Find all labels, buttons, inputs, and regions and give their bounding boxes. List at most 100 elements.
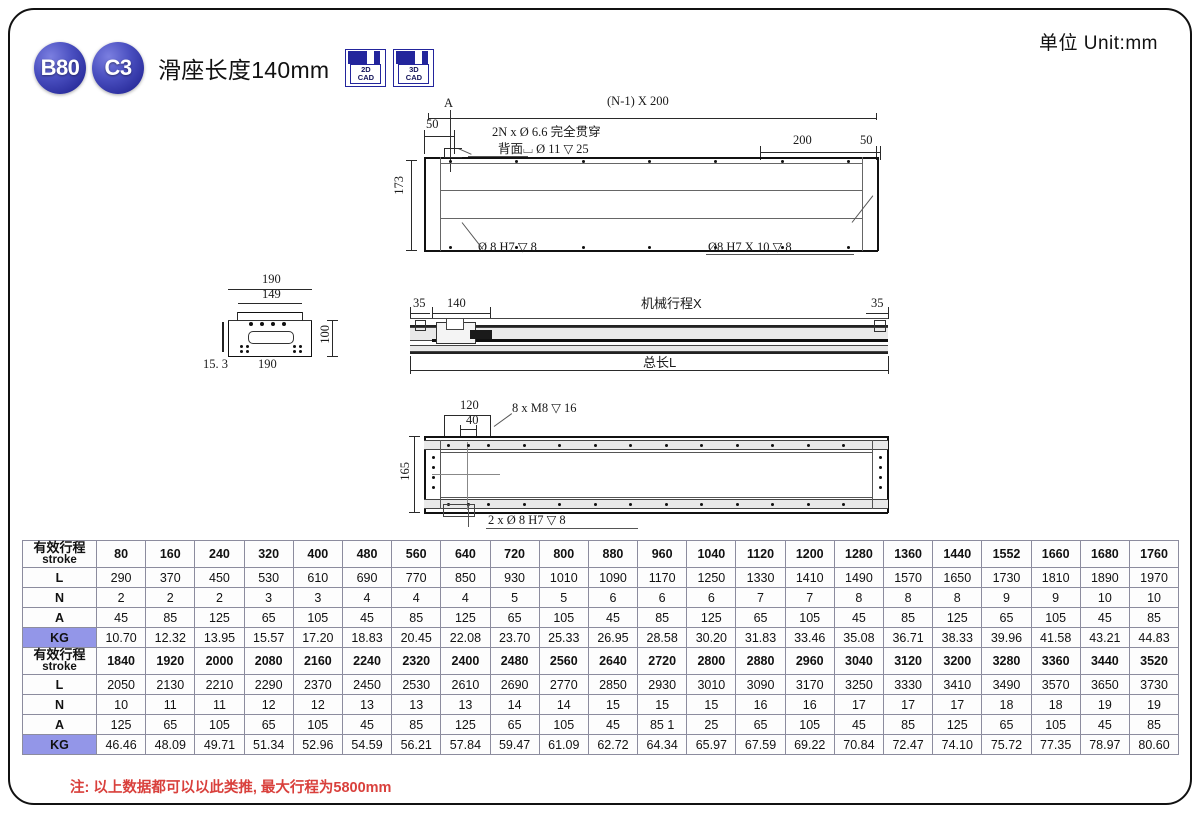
stroke-cell: 640 <box>440 540 491 568</box>
kg-cell: 15.57 <box>243 627 294 648</box>
cad-2d-line1: 2D <box>361 65 371 74</box>
n-cell: 15 <box>637 694 688 715</box>
a-cell: 65 <box>735 714 786 735</box>
a-cell: 125 <box>194 607 245 628</box>
dim-140-ext-b <box>490 307 491 319</box>
side-hole-dot <box>432 466 435 469</box>
plan-outline-left <box>424 436 426 513</box>
drawing-side-view: 35 140 机械行程X 35 总长L <box>0 0 1200 390</box>
n-cell: 4 <box>391 587 442 608</box>
stroke-cell: 800 <box>538 540 589 568</box>
stroke-cell: 1760 <box>1128 540 1180 568</box>
drawing-plan-view: 120 40 8 x M8 ▽ 16 <box>398 398 889 529</box>
stroke-cell: 1280 <box>833 540 885 568</box>
dim-span-label: (N-1) X 200 <box>607 94 669 108</box>
dim-50-left-label: 50 <box>426 117 439 131</box>
row-label-l: L <box>22 674 97 695</box>
n-cell: 19 <box>1128 694 1180 715</box>
table-row-kg-block1: KG 10.70 12.32 13.95 15.57 17.20 18.83 2… <box>22 627 1180 648</box>
tap-hole-dot <box>700 444 703 447</box>
kg-cell: 41.58 <box>1030 627 1081 648</box>
a-cell: 45 <box>833 607 885 628</box>
l-cell: 2450 <box>341 674 393 695</box>
dim-200-label: 200 <box>793 133 812 147</box>
callout-plan-pin-underline <box>486 528 638 529</box>
a-cell: 45 <box>587 714 639 735</box>
a-cell: 85 <box>391 607 442 628</box>
kg-cell: 44.83 <box>1128 627 1180 648</box>
l-cell: 1810 <box>1030 567 1081 588</box>
section-ball-dot <box>282 322 286 326</box>
l-cell: 3650 <box>1079 674 1130 695</box>
stroke-cell: 1040 <box>686 540 737 568</box>
l-cell: 1730 <box>981 567 1032 588</box>
dim-200-line <box>760 152 876 153</box>
kg-cell: 70.84 <box>833 734 885 755</box>
row-label-kg: KG <box>22 627 97 648</box>
l-cell: 1170 <box>637 567 688 588</box>
mount-hole-dot <box>515 160 518 163</box>
a-cell: 105 <box>538 607 589 628</box>
body-inner-left-rail <box>440 157 441 251</box>
n-cell: 11 <box>145 694 196 715</box>
dim-35-right-ext <box>888 307 889 319</box>
footnote: 注: 以上数据都可以以此类推, 最大行程为5800mm <box>70 780 392 796</box>
badge-model-b80: B80 <box>34 42 86 94</box>
n-cell: 2 <box>194 587 245 608</box>
tap-hole-dot <box>736 503 739 506</box>
cad-3d-icon[interactable]: 3D CAD <box>393 49 435 87</box>
kg-cell: 46.46 <box>95 734 147 755</box>
header-stroke-cn: 有效行程 <box>33 540 86 555</box>
l-cell: 3090 <box>735 674 786 695</box>
n-cell: 12 <box>243 694 294 715</box>
cad-download-group: 2D CAD 3D CAD <box>345 49 435 87</box>
stroke-cell: 2400 <box>440 647 491 675</box>
n-cell: 13 <box>440 694 491 715</box>
spec-table-wrapper: 有效行程 stroke 80 160 240 320 400 480 560 6… <box>22 540 1180 755</box>
n-cell: 2 <box>145 587 196 608</box>
l-cell: 3330 <box>882 674 934 695</box>
l-cell: 3730 <box>1128 674 1180 695</box>
side-hole-dot <box>879 456 882 459</box>
a-cell: 85 <box>145 607 196 628</box>
stroke-cell: 880 <box>587 540 639 568</box>
plan-centerline-v <box>467 442 468 510</box>
body-outline-top <box>424 157 878 159</box>
a-cell: 105 <box>292 714 343 735</box>
cad-2d-icon[interactable]: 2D CAD <box>345 49 387 87</box>
kg-cell: 23.70 <box>489 627 540 648</box>
stroke-cell: 2080 <box>243 647 294 675</box>
n-cell: 4 <box>341 587 393 608</box>
stroke-cell: 1200 <box>784 540 835 568</box>
side-hole-dot <box>879 486 882 489</box>
stroke-cell: 480 <box>341 540 393 568</box>
mount-hole-dot <box>582 160 585 163</box>
drawing-cross-section: 190 149 100 190 <box>0 0 400 390</box>
l-cell: 1250 <box>686 567 737 588</box>
stroke-cell: 240 <box>194 540 245 568</box>
section-ball-dot <box>260 322 264 326</box>
model-badge-row: B80 C3 滑座长度140mm 2D CAD 3D CAD <box>34 42 435 94</box>
stroke-cell: 1840 <box>95 647 147 675</box>
a-cell: 125 <box>932 714 983 735</box>
table-row-l-block2: L 2050 2130 2210 2290 2370 2450 2530 261… <box>22 674 1180 695</box>
tap-hole-dot <box>842 444 845 447</box>
n-cell: 17 <box>882 694 934 715</box>
side-hole-dot <box>432 476 435 479</box>
a-cell: 125 <box>932 607 983 628</box>
floppy-shutter-right <box>374 51 381 64</box>
dim-149-line <box>238 303 302 304</box>
l-cell: 1890 <box>1079 567 1130 588</box>
header-stroke-cn: 有效行程 <box>33 647 86 662</box>
kg-cell: 22.08 <box>440 627 491 648</box>
n-cell: 12 <box>292 694 343 715</box>
dim-span-line <box>428 118 876 119</box>
stroke-cell: 2320 <box>391 647 442 675</box>
dim-190-top-line <box>228 289 312 290</box>
tap-hole-dot <box>629 444 632 447</box>
side-base-band <box>410 345 888 352</box>
section-hole-dot <box>293 350 296 353</box>
l-cell: 2530 <box>391 674 442 695</box>
dim-span-tick-right <box>876 113 877 120</box>
kg-cell: 49.71 <box>194 734 245 755</box>
